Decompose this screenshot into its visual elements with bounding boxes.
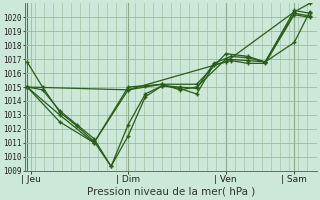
X-axis label: Pression niveau de la mer( hPa ): Pression niveau de la mer( hPa ) — [87, 187, 255, 197]
